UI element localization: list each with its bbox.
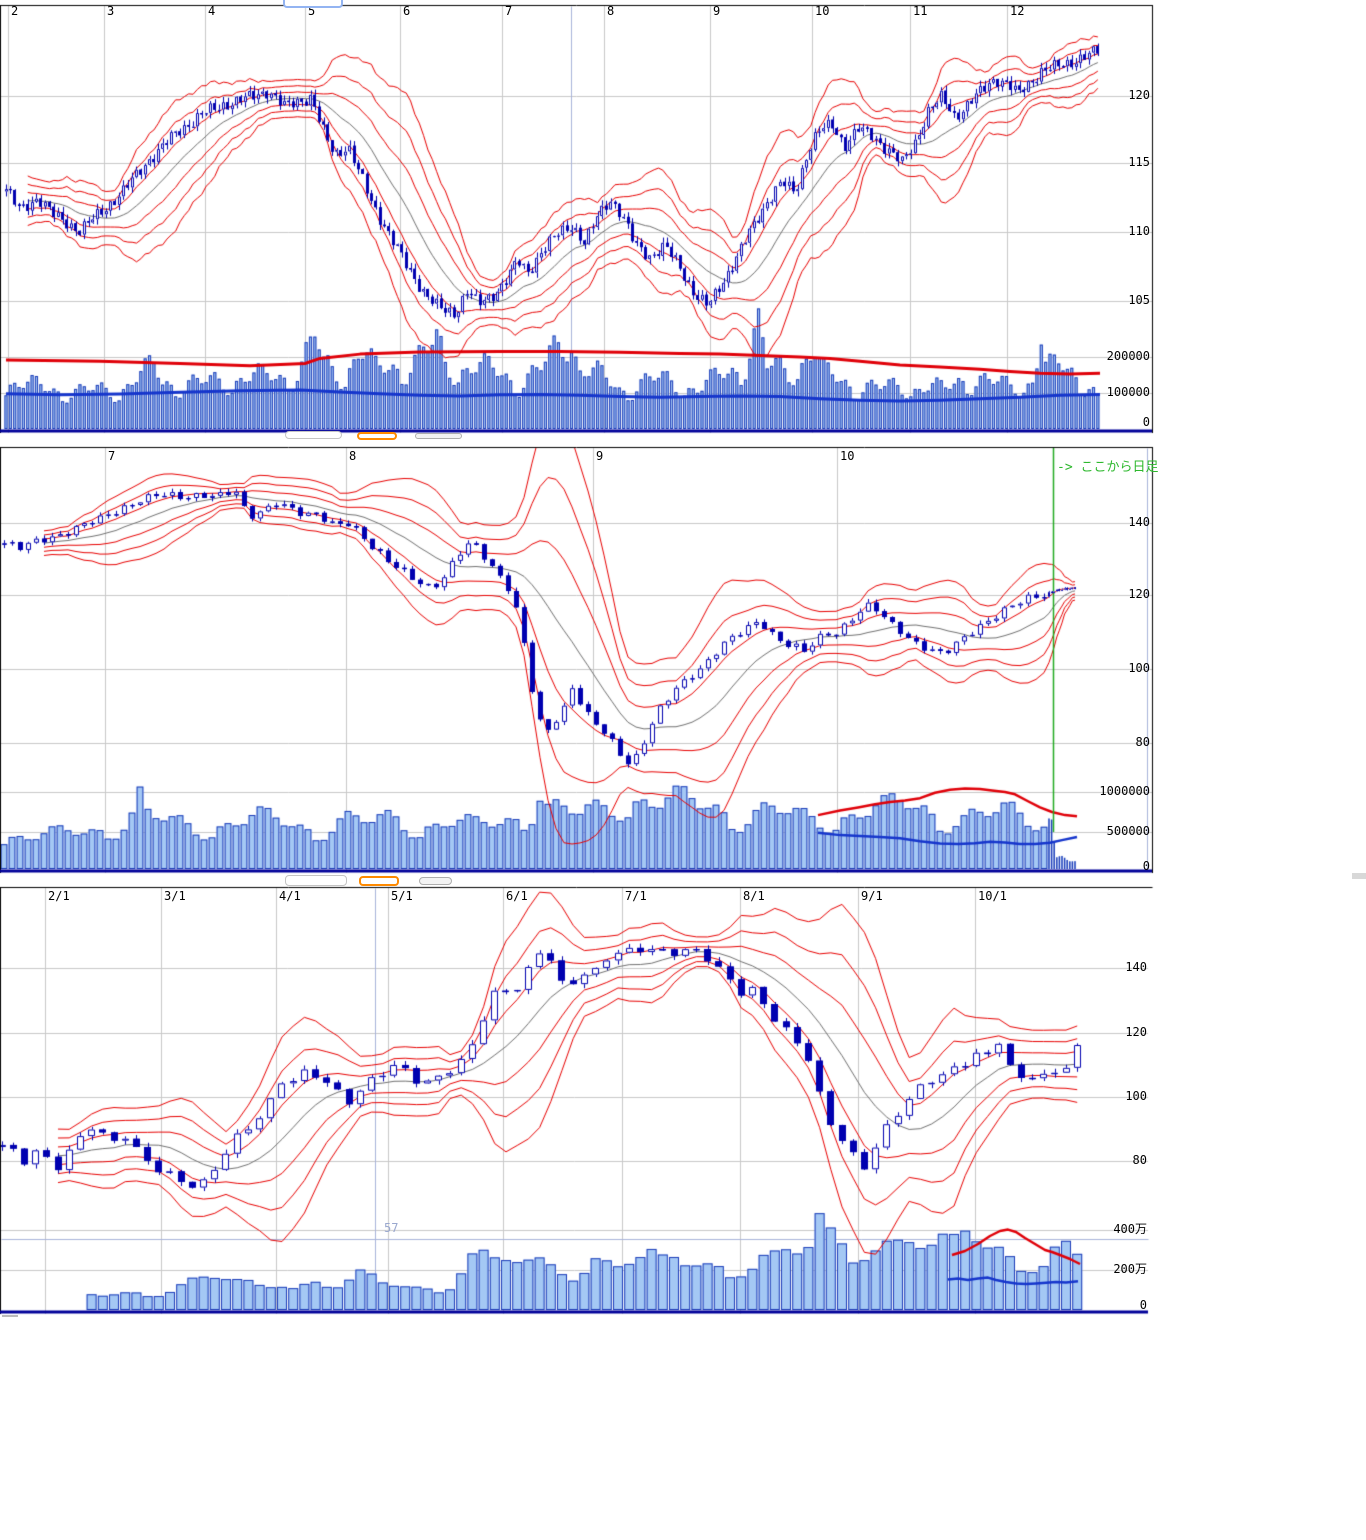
top-edge-box-fragment [283,0,343,8]
scrollbar-sliver-bottom [2,1315,18,1317]
button-fragment-white-2[interactable] [285,875,347,886]
daily-bars-from-here-note: -> ここから日足 [1057,460,1159,475]
button-fragment-gray-2[interactable] [419,877,452,885]
crosshair-value-label: 57 [384,1221,399,1235]
button-fragment-white-1[interactable] [285,431,342,439]
button-fragment-gray-1[interactable] [415,433,462,439]
button-fragment-orange-2[interactable] [359,876,399,886]
scrollbar-sliver-right [1352,873,1366,879]
button-fragment-orange-1[interactable] [357,432,397,440]
